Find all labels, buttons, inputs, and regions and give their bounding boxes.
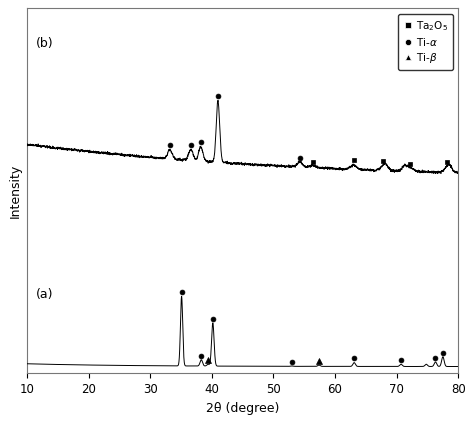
- Y-axis label: Intensity: Intensity: [9, 164, 21, 218]
- Legend: Ta$_2$O$_5$, Ti-$\alpha$, Ti-$\beta$: Ta$_2$O$_5$, Ti-$\alpha$, Ti-$\beta$: [398, 14, 453, 70]
- Text: (b): (b): [36, 37, 54, 50]
- X-axis label: 2θ (degree): 2θ (degree): [206, 402, 279, 415]
- Text: (a): (a): [36, 288, 54, 301]
